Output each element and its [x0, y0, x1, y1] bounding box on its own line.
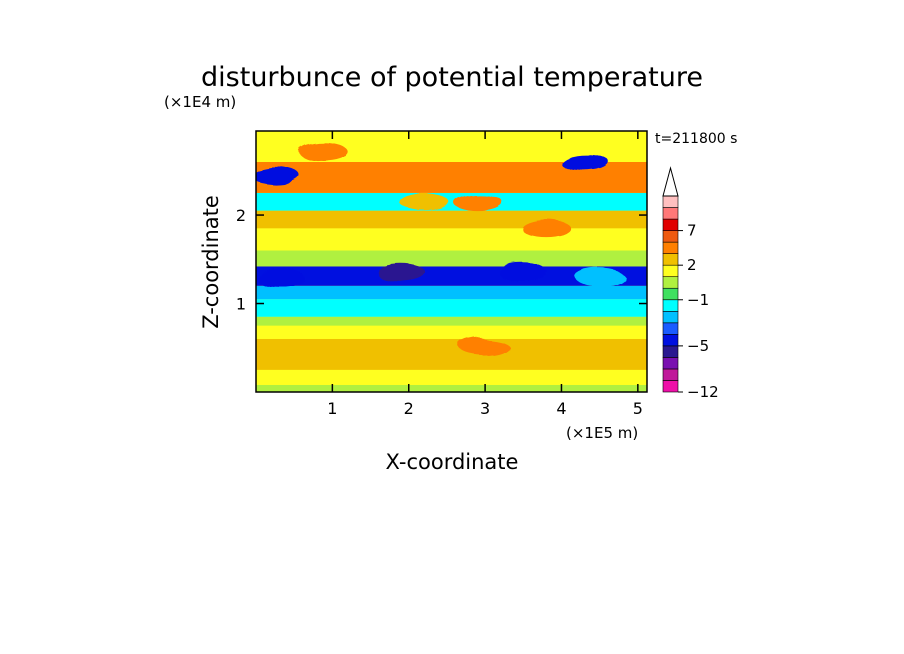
x-scale-label: (×1E5 m): [566, 424, 638, 442]
colorbar-swatch: [662, 230, 679, 243]
field-feature-4: [300, 144, 350, 162]
colorbar-tick-label: 2: [687, 256, 697, 274]
y-axis-label: Z-coordinate: [199, 195, 223, 329]
chart-title: disturbunce of potential temperature: [201, 62, 703, 93]
field-feature-1: [559, 153, 609, 171]
x-tick-label: 5: [633, 399, 643, 418]
colorbar-swatch: [662, 276, 679, 289]
field-band-1: [256, 369, 647, 385]
x-tick-label: 1: [327, 399, 337, 418]
field-feature-6: [460, 338, 510, 357]
plot-area: [255, 130, 648, 393]
field-band-9: [256, 228, 647, 251]
colorbar-swatch: [662, 241, 679, 254]
x-tick-label: 4: [556, 399, 566, 418]
field-band-0: [256, 384, 647, 392]
field-band-5: [256, 299, 647, 317]
colorbar-swatch: [662, 299, 679, 312]
y-tick-label: 1: [236, 295, 246, 314]
colorbar-swatch: [662, 287, 679, 301]
field-band-2: [256, 338, 647, 370]
field-band-3: [256, 325, 647, 339]
field-feature-3: [376, 263, 426, 282]
field-feature-10: [256, 268, 304, 286]
x-tick-label: 2: [404, 399, 414, 418]
y-axis: 12: [236, 206, 647, 314]
field-band-10: [256, 210, 647, 229]
colorbar-swatch: [662, 380, 679, 393]
colorbar-tick-label: −12: [687, 383, 719, 401]
y-scale-label: (×1E4 m): [164, 93, 236, 111]
field-feature-8: [498, 263, 548, 282]
colorbar-swatch: [662, 357, 679, 370]
colorbar-tick-label: −1: [687, 291, 709, 309]
field-features: [256, 144, 625, 357]
colorbar-swatch: [662, 207, 679, 220]
colorbar-extend-arrow: [662, 166, 679, 197]
colorbar-swatch: [662, 368, 679, 381]
colorbar-tick-label: −5: [687, 337, 709, 355]
y-tick-label: 2: [236, 206, 246, 225]
time-label: t=211800 s: [655, 131, 737, 147]
plot-frame: [255, 130, 648, 393]
x-axis-label: X-coordinate: [386, 450, 519, 474]
x-tick-label: 3: [480, 399, 490, 418]
colorbar-swatch: [662, 334, 679, 347]
colorbar-swatch: [662, 195, 679, 208]
field-feature-2: [521, 219, 571, 238]
field-band-6: [256, 285, 647, 300]
field-band-8: [256, 250, 647, 267]
field-band-4: [256, 316, 647, 326]
field-feature-5: [399, 192, 449, 211]
colorbar-swatch: [662, 264, 679, 278]
field-feature-9: [575, 268, 625, 286]
colorbar-swatch: [662, 322, 679, 335]
x-axis: 1 2 3 4 5: [327, 131, 643, 418]
colorbar-tick-label: 7: [687, 222, 697, 240]
colorbar-swatch: [662, 218, 679, 231]
colorbar-swatch: [662, 345, 679, 358]
colorbar: −12−5−127: [662, 166, 719, 401]
colorbar-swatch: [662, 253, 679, 266]
field-feature-0: [256, 166, 300, 185]
field-band-11: [256, 192, 647, 211]
colorbar-swatch: [662, 310, 679, 324]
field-feature-7: [453, 192, 502, 211]
field-band-7: [256, 266, 647, 286]
